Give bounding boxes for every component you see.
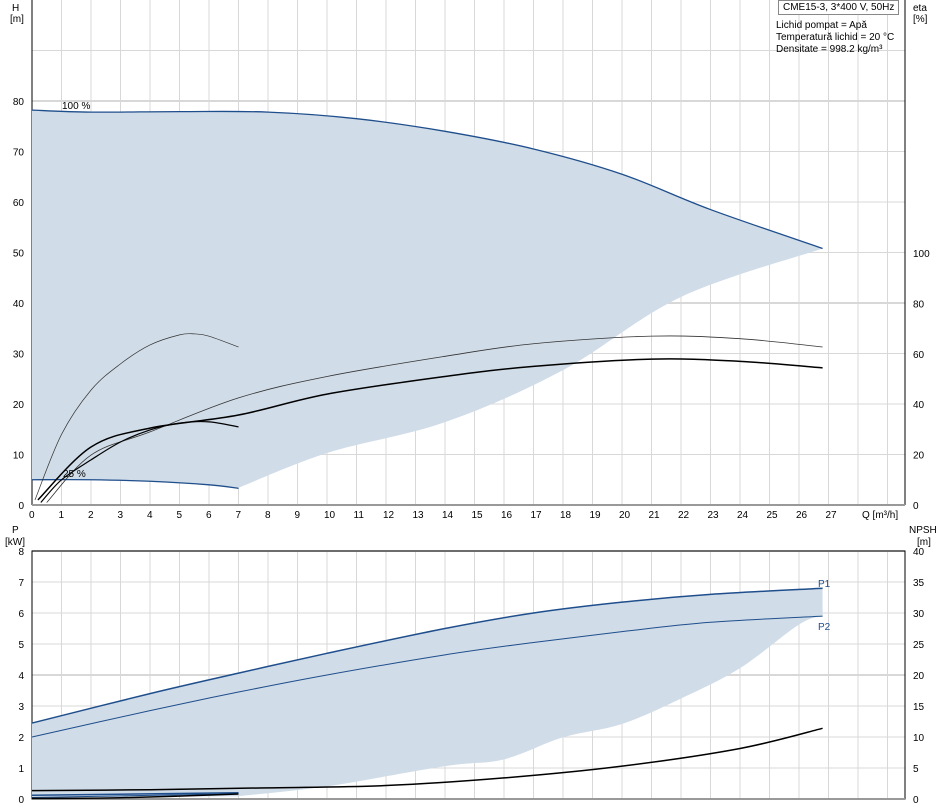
npsh-tick-label: 30 [913, 609, 925, 620]
h-tick-label: 10 [13, 451, 25, 462]
h-tick-label: 40 [13, 299, 25, 310]
x-tick-label: 4 [147, 510, 153, 521]
p1-curve [31, 587, 823, 724]
eta-axis-label: eta [913, 3, 927, 14]
npsh-tick-label: 25 [913, 640, 925, 651]
x-tick-label: 11 [354, 510, 365, 521]
p-axis-label: P [12, 525, 19, 536]
x-tick-label: 17 [531, 510, 543, 521]
x-tick-label: 25 [767, 510, 779, 521]
p-tick-label: 2 [18, 733, 24, 744]
x-tick-label: 23 [708, 510, 720, 521]
fluid-text: Lichid pompat = Apă [776, 20, 867, 31]
q-axis-label: Q [m³/h] [862, 510, 898, 521]
h-tick-label: 70 [13, 148, 25, 159]
head-curve-25 [31, 478, 239, 489]
eta-tick-label: 20 [913, 451, 925, 462]
p-tick-label: 7 [18, 578, 24, 589]
h-tick-label: 30 [13, 350, 25, 361]
npsh-tick-label: 0 [913, 795, 919, 806]
x-tick-label: 27 [826, 510, 838, 521]
x-tick-label: 6 [206, 510, 212, 521]
h-axis-label: H [12, 3, 19, 14]
npsh-curve-25 [31, 793, 239, 800]
x-tick-label: 14 [442, 510, 454, 521]
npsh-tick-label: 20 [913, 671, 925, 682]
operating-range-fill [32, 110, 823, 489]
x-tick-label: 20 [619, 510, 631, 521]
p2-curve [31, 615, 823, 738]
eta-tick-label: 60 [913, 350, 925, 361]
x-tick-label: 5 [177, 510, 183, 521]
p1-curve-25 [31, 792, 239, 797]
h-axis-unit: [m] [10, 14, 24, 25]
eta-tick-label: 100 [913, 249, 930, 260]
x-tick-label: 24 [737, 510, 749, 521]
density-text: Densitate = 998.2 kg/m³ [776, 44, 883, 55]
x-tick-label: 0 [29, 510, 35, 521]
eta1-curve-100 [46, 335, 823, 503]
temperature-text: Temperatură lichid = 20 °C [776, 32, 895, 43]
eta-axis-unit: [%] [913, 14, 928, 25]
p-tick-label: 1 [18, 764, 24, 775]
eta2-curve-25 [40, 420, 239, 503]
x-tick-label: 18 [560, 510, 572, 521]
x-tick-label: 16 [501, 510, 513, 521]
x-tick-label: 21 [649, 510, 661, 521]
head-curve-100 [31, 109, 823, 250]
npsh-tick-label: 40 [913, 547, 925, 558]
x-tick-label: 3 [118, 510, 124, 521]
curve-label-25: 25 % [63, 469, 86, 480]
eta1-curve-25 [34, 333, 239, 501]
x-tick-label: 2 [88, 510, 94, 521]
x-tick-label: 26 [796, 510, 808, 521]
npsh-tick-label: 5 [913, 764, 919, 775]
p-axis-unit: [kW] [5, 537, 25, 548]
x-tick-label: 15 [472, 510, 484, 521]
x-tick-label: 1 [59, 510, 65, 521]
x-tick-label: 10 [324, 510, 336, 521]
model-label: CME15-3, 3*400 V, 50Hz [778, 0, 900, 15]
power-range-fill [32, 588, 823, 798]
x-tick-label: 7 [236, 510, 242, 521]
p-tick-label: 4 [18, 671, 24, 682]
h-tick-label: 20 [13, 400, 25, 411]
x-tick-label: 8 [265, 510, 271, 521]
p-tick-label: 8 [18, 547, 24, 558]
npsh-tick-label: 35 [913, 578, 925, 589]
x-tick-label: 22 [678, 510, 690, 521]
curve-label-p1: P1 [818, 579, 831, 590]
h-tick-label: 0 [18, 501, 24, 512]
npsh-curve [31, 727, 823, 792]
eta-tick-label: 0 [913, 501, 919, 512]
eta2-curve-100 [37, 358, 823, 501]
npsh-tick-label: 15 [913, 702, 925, 713]
eta-tick-label: 80 [913, 299, 925, 310]
x-tick-label: 19 [590, 510, 602, 521]
h-tick-label: 50 [13, 249, 25, 260]
fluid-info: Lichid pompat = Apă Temperatură lichid =… [776, 20, 894, 56]
p-tick-label: 5 [18, 640, 24, 651]
p-tick-label: 3 [18, 702, 24, 713]
x-tick-label: 13 [413, 510, 425, 521]
h-tick-label: 60 [13, 198, 25, 209]
h-tick-label: 80 [13, 97, 25, 108]
x-tick-label: 9 [295, 510, 301, 521]
x-tick-label: 12 [383, 510, 395, 521]
p-tick-label: 6 [18, 609, 24, 620]
npsh-axis-label: NPSH [909, 525, 937, 536]
curve-label-p2: P2 [818, 622, 831, 633]
curve-label-100: 100 % [62, 101, 90, 112]
eta-tick-label: 40 [913, 400, 925, 411]
p-tick-label: 0 [18, 795, 24, 806]
npsh-tick-label: 10 [913, 733, 925, 744]
npsh-axis-unit: [m] [917, 537, 931, 548]
